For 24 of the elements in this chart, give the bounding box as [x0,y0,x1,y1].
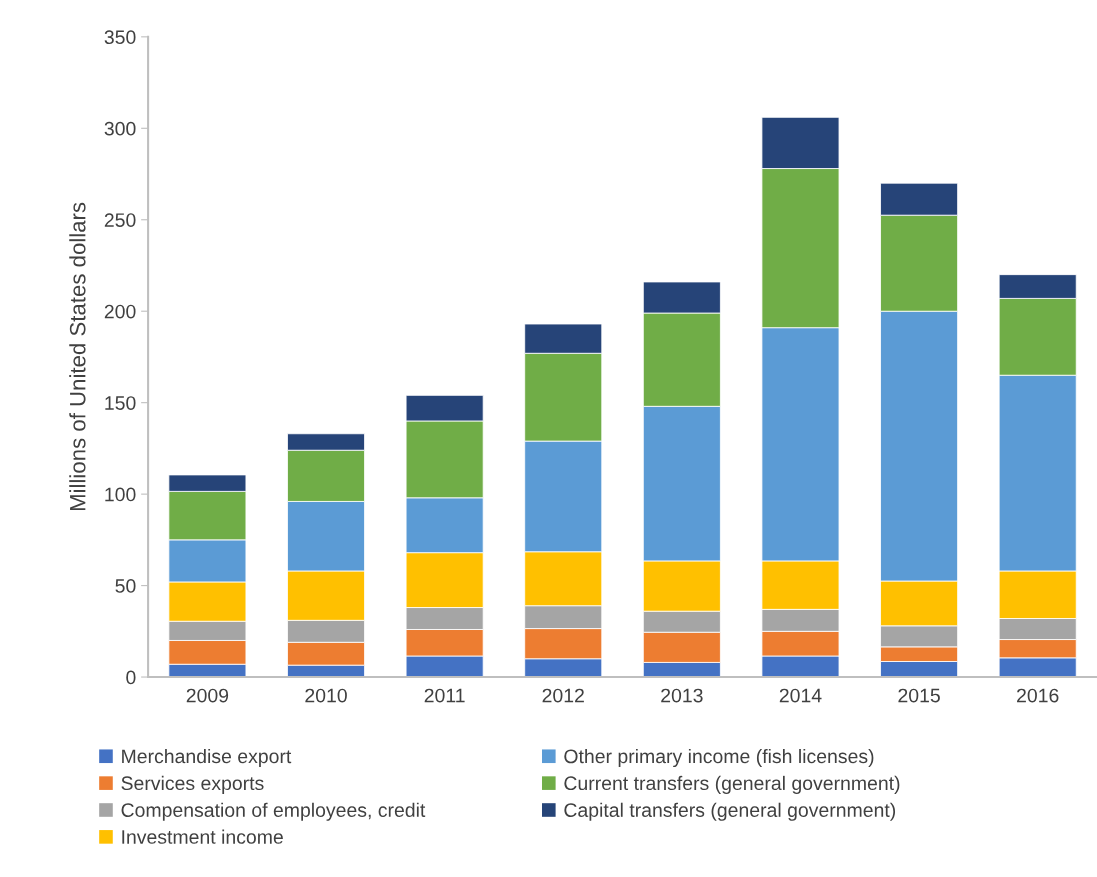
x-tick-label: 2010 [305,688,347,703]
x-tick-label: 2015 [898,688,940,703]
legend-label: Investment income [122,829,283,844]
y-tick-label: 150 [105,396,136,410]
y-tick-label: 300 [104,121,136,136]
legend-label: Compensation of employees, credit [121,802,426,821]
y-tick-label: 250 [104,213,136,227]
legend-label: Merchandise export [122,748,292,768]
y-tick-label: 50 [115,579,136,593]
y-axis-title: Millions of United States dollars [69,202,86,511]
legend-label: Current transfers (general government) [564,775,900,794]
legend-label: Other primary income (fish licenses) [564,748,874,768]
y-tick-label: 0 [126,670,136,685]
legend-label: Capital transfers (general government) [564,802,896,821]
x-tick-label: 2009 [186,688,229,703]
legend-label: Services exports [121,775,264,794]
x-tick-label: 2013 [661,688,703,703]
x-tick-label: 2012 [542,688,584,703]
y-tick-label: 350 [104,30,136,45]
x-tick-label: 2016 [1017,688,1059,703]
y-tick-label: 100 [105,487,136,502]
x-tick-label: 2011 [424,688,465,703]
y-tick-label: 200 [104,304,136,319]
x-tick-label: 2014 [779,688,822,703]
